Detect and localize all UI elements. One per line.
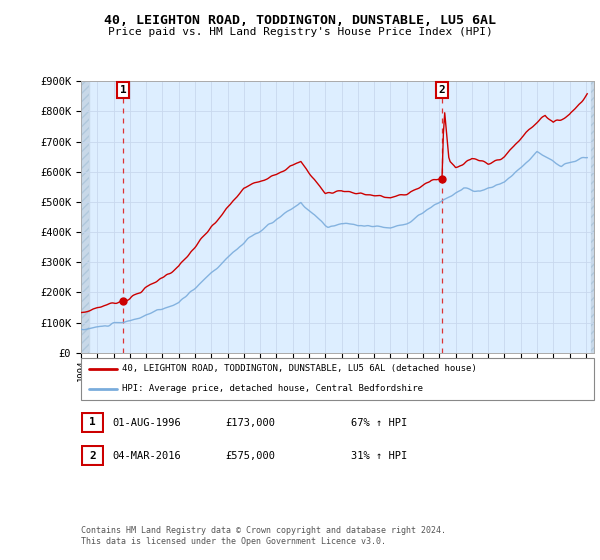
Text: £173,000: £173,000 bbox=[225, 418, 275, 428]
Bar bbox=[81, 81, 89, 353]
Text: 40, LEIGHTON ROAD, TODDINGTON, DUNSTABLE, LU5 6AL (detached house): 40, LEIGHTON ROAD, TODDINGTON, DUNSTABLE… bbox=[122, 365, 477, 374]
Text: 67% ↑ HPI: 67% ↑ HPI bbox=[351, 418, 407, 428]
Text: 01-AUG-1996: 01-AUG-1996 bbox=[112, 418, 181, 428]
Text: 1: 1 bbox=[119, 85, 127, 95]
Text: 04-MAR-2016: 04-MAR-2016 bbox=[112, 451, 181, 461]
Text: Contains HM Land Registry data © Crown copyright and database right 2024.
This d: Contains HM Land Registry data © Crown c… bbox=[81, 526, 446, 546]
FancyBboxPatch shape bbox=[82, 413, 103, 432]
FancyBboxPatch shape bbox=[81, 358, 594, 400]
Text: 2: 2 bbox=[439, 85, 445, 95]
Text: 40, LEIGHTON ROAD, TODDINGTON, DUNSTABLE, LU5 6AL: 40, LEIGHTON ROAD, TODDINGTON, DUNSTABLE… bbox=[104, 14, 496, 27]
FancyBboxPatch shape bbox=[82, 446, 103, 465]
Text: 31% ↑ HPI: 31% ↑ HPI bbox=[351, 451, 407, 461]
Text: 2: 2 bbox=[89, 451, 96, 461]
Text: Price paid vs. HM Land Registry's House Price Index (HPI): Price paid vs. HM Land Registry's House … bbox=[107, 27, 493, 37]
Text: £575,000: £575,000 bbox=[225, 451, 275, 461]
Text: HPI: Average price, detached house, Central Bedfordshire: HPI: Average price, detached house, Cent… bbox=[122, 384, 423, 393]
Text: 1: 1 bbox=[89, 417, 96, 427]
Bar bbox=[591, 81, 594, 353]
